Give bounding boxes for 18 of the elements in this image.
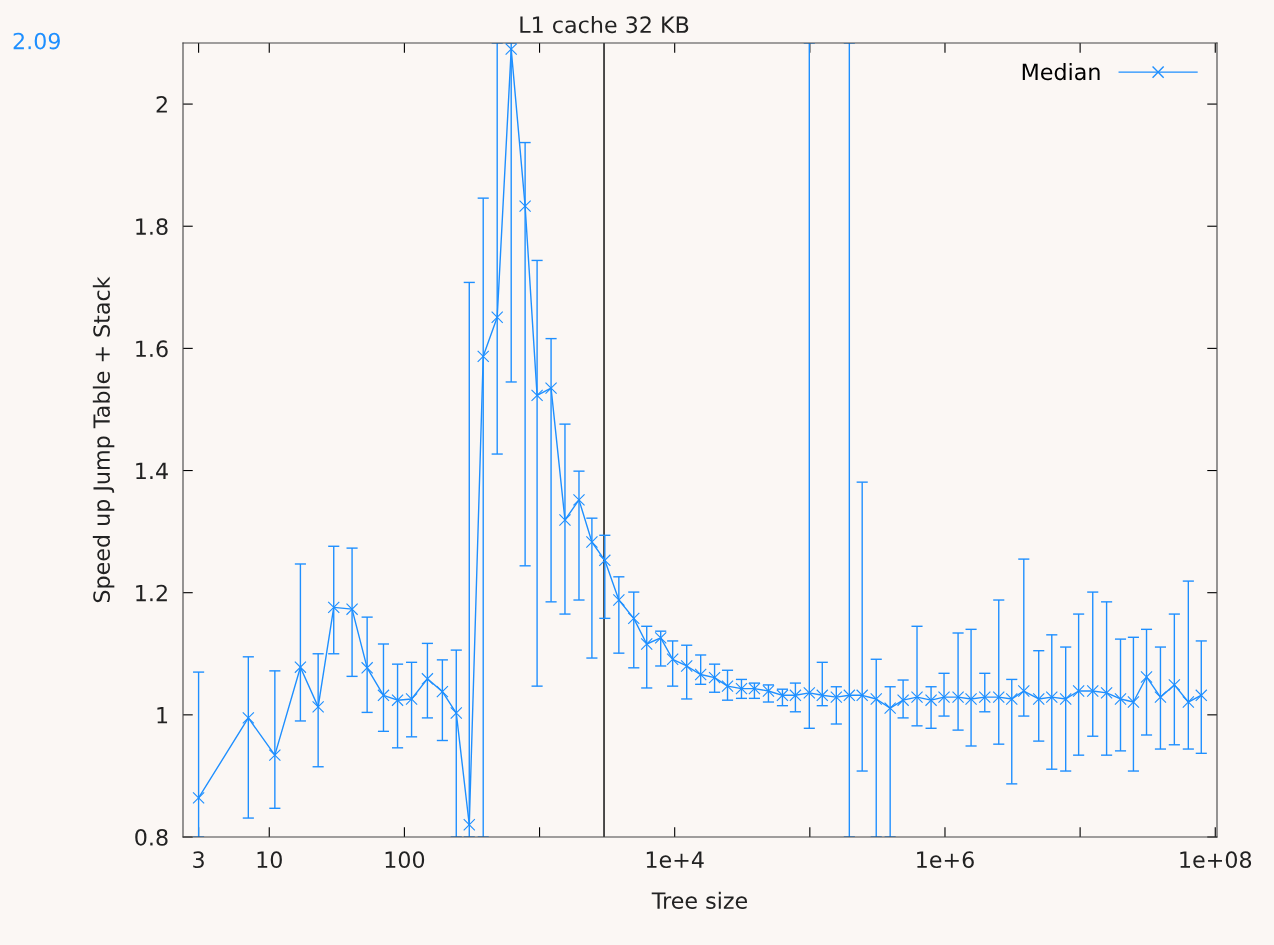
legend-label: Median: [1022, 63, 1100, 81]
y-axis-title: Speed up Jump Table + Stack: [92, 276, 115, 603]
y-tick-label: 1.6: [136, 340, 168, 358]
x-tick-label: 100: [385, 851, 425, 869]
x-tick-label: 3: [193, 851, 204, 869]
x-axis-title: Tree size: [651, 891, 748, 910]
y-tick-label: 1.8: [136, 218, 168, 235]
y-tick-label: 0.8: [135, 828, 168, 846]
y-tick-label: 1.2: [136, 584, 167, 602]
text: 2.09: [13, 32, 60, 50]
y-tick-label: 1: [157, 707, 168, 724]
ref-line-label: L1 cache 32 KB: [520, 15, 689, 34]
y-tick-label: 2: [156, 96, 167, 113]
x-tick-label: 10: [257, 851, 282, 869]
x-tick-label: 1e+6: [917, 851, 974, 869]
x-tick-label: 1e+08: [1180, 851, 1252, 869]
x-tick-label: 1e+4: [646, 851, 704, 869]
y-tick-label: 1.4: [136, 462, 168, 479]
